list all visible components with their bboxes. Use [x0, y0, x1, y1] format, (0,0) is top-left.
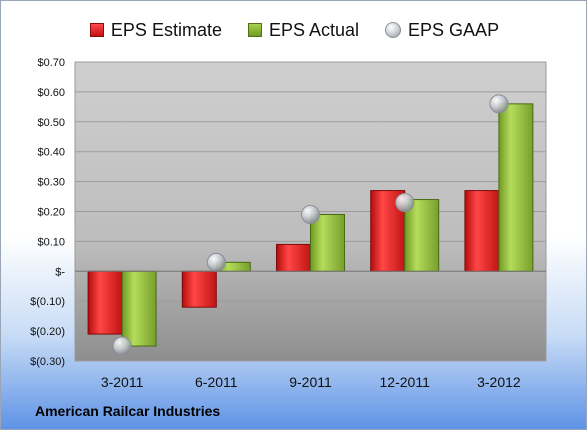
marker-eps-gaap — [112, 336, 132, 356]
legend-label-eps-estimate: EPS Estimate — [110, 19, 222, 40]
bar-eps-actual — [404, 199, 440, 272]
y-tick-label: $0.60 — [37, 87, 65, 99]
legend-label-eps-actual: EPS Actual — [268, 19, 360, 40]
x-tick-label: 12-2011 — [380, 374, 431, 390]
y-tick-label: $- — [55, 266, 65, 278]
y-tick-label: $0.50 — [37, 117, 65, 129]
legend-swatch-eps-actual — [247, 23, 262, 37]
bar-eps-actual — [498, 103, 534, 272]
bar-eps-estimate — [181, 270, 217, 308]
marker-eps-gaap — [301, 204, 320, 224]
company-name-label: American Railcar Industries — [35, 403, 221, 419]
marker-eps-gaap — [206, 252, 226, 272]
y-tick-label: $0.70 — [37, 57, 65, 69]
x-tick-label: 3-2011 — [101, 374, 144, 390]
y-tick-label: $(0.10) — [30, 296, 65, 308]
legend-item-eps-estimate: EPS Estimate — [89, 19, 222, 41]
legend-swatch-eps-estimate — [89, 23, 104, 37]
legend-swatch-eps-gaap — [385, 22, 402, 38]
legend: EPS Estimate EPS Actual EPS GAAP — [1, 15, 587, 45]
marker-eps-gaap — [489, 94, 509, 114]
marker-eps-gaap — [395, 193, 415, 213]
y-tick-label: $(0.20) — [30, 326, 65, 338]
legend-item-eps-actual: EPS Actual — [247, 19, 360, 41]
y-tick-label: $0.20 — [37, 207, 65, 219]
bar-eps-actual — [310, 213, 345, 272]
bar-eps-estimate — [87, 270, 123, 335]
x-tick-label: 9-2011 — [289, 374, 332, 390]
legend-label-eps-gaap: EPS GAAP — [408, 19, 500, 40]
legend-item-eps-gaap: EPS GAAP — [385, 20, 499, 41]
x-tick-label: 3-2012 — [477, 374, 521, 390]
y-tick-label: $(0.30) — [30, 356, 65, 368]
bar-eps-estimate — [464, 190, 500, 272]
y-tick-label: $0.10 — [37, 236, 65, 248]
bar-eps-estimate — [276, 243, 311, 272]
y-tick-label: $0.40 — [37, 147, 65, 159]
y-tick-label: $0.30 — [37, 177, 65, 189]
x-tick-label: 6-2011 — [195, 374, 238, 390]
bar-eps-actual — [121, 270, 157, 347]
